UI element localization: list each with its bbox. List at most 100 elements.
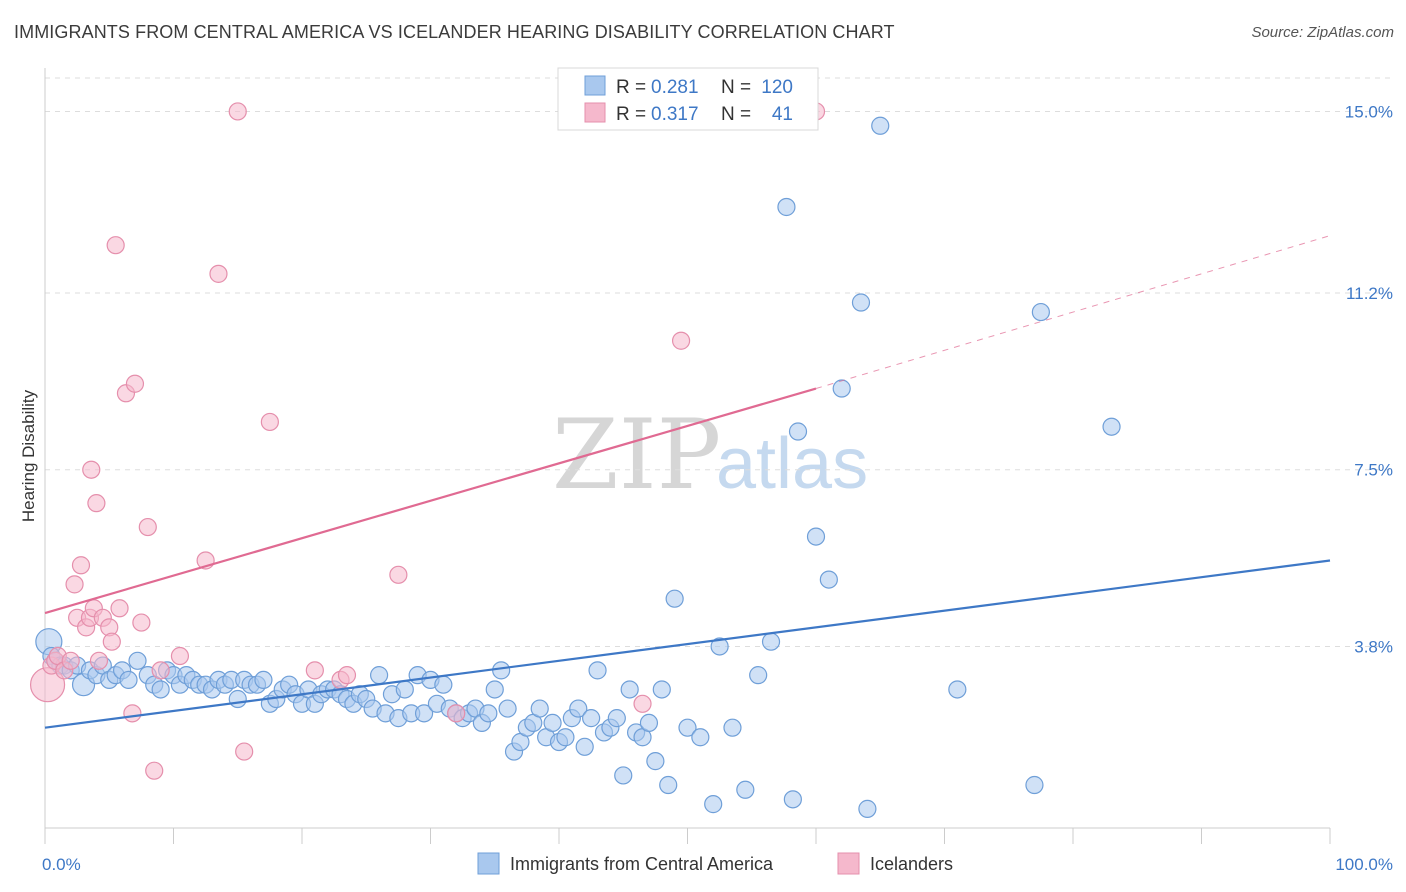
bottom-legend-swatch-blue [477,852,500,875]
pink-point [170,646,190,666]
blue-point [777,197,796,217]
blue-point [678,718,697,737]
pink-point [235,742,254,761]
x-tick-label: 100.0% [1335,855,1393,874]
blue-point [761,632,781,651]
blue-point [479,704,498,723]
legend-n-value-blue: 120 [761,77,793,98]
pink-point [138,517,157,537]
blue-point [832,379,851,398]
blue-point [723,718,742,737]
grid-lines [45,77,1390,647]
pink-point [209,264,228,283]
legend-n-value-pink: 41 [772,104,793,125]
legend-n-label-pink: N = [721,104,751,125]
pink-point [145,761,164,780]
legend-r-value-blue: 0.281 [651,77,699,98]
pink-point [337,666,357,685]
blue-point [556,728,575,747]
blue-point [434,675,453,694]
pink-point [228,102,247,121]
bottom-legend-label-pink: Icelanders [870,854,953,874]
blue-point [543,713,562,733]
pink-point [89,651,109,670]
y-axis-title: Hearing Disability [19,389,38,522]
blue-point [691,728,710,747]
blue-point [788,422,808,441]
pink-point [260,412,279,432]
legend-r-value-pink: 0.317 [651,104,699,125]
watermark-zip: ZIP [552,399,721,511]
y-tick-label: 11.2% [1346,284,1393,303]
blue-point [395,680,414,699]
tick-labels: 3.8% 7.5% 11.2% 15.0% 0.0% 100.0% [42,102,1393,874]
blue-point [819,570,838,589]
pink-point [110,599,129,618]
pink-point [71,556,91,575]
trend-lines [44,235,1331,729]
pink-point [87,494,106,513]
pink-point [82,460,101,479]
blue-point [704,795,723,814]
blue-point [639,713,659,733]
blue-point [569,699,588,718]
pink-trend-line [44,387,817,615]
blue-point [710,637,729,656]
blue-trend-line [44,559,1331,729]
blue-point [254,670,273,690]
blue-point [620,680,639,699]
y-tick-label: 3.8% [1354,637,1393,656]
pink-point [305,661,324,680]
blue-point [128,651,147,670]
legend-swatch-blue [584,75,606,96]
blue-point [806,527,826,546]
blue-point [492,661,511,680]
blue-point [588,661,607,680]
pink-point [125,374,145,393]
pink-point [671,331,691,350]
series-legend: Immigrants from Central America Icelande… [477,852,953,875]
blue-point [749,666,768,685]
blue-point [646,752,665,771]
blue-point [414,704,434,723]
blue-point [652,680,671,699]
blue-point [607,709,626,728]
blue-point [665,589,684,608]
y-tick-label: 15.0% [1345,102,1393,121]
pink-point [65,575,84,594]
pink-point [102,632,121,651]
blue-point [485,680,504,699]
blue-point [1025,775,1044,795]
blue-point [228,689,247,709]
pink-point [61,651,80,670]
blue-point [119,670,138,690]
legend-r-label-pink: R = [616,104,646,125]
pink-point [132,613,151,632]
blue-point [851,293,871,312]
pink-point [151,661,170,680]
blue-point [614,766,633,785]
blue-point [736,780,755,799]
blue-point [370,666,389,685]
blue-point [871,116,890,135]
blue-point [783,790,802,809]
bottom-legend-swatch-pink [837,852,860,875]
blue-point [498,699,517,718]
blue-point [659,775,678,795]
chart-source: Source: ZipAtlas.com [1251,24,1394,41]
series-pink-points [29,102,826,780]
blue-point [575,737,594,756]
pink-point [447,704,466,723]
watermark: ZIP atlas [552,399,868,511]
blue-point [1031,302,1050,322]
pink-point [633,694,652,713]
pink-point [389,565,408,584]
correlation-legend: R = 0.281 N = 120 R = 0.317 N = 41 [557,67,819,131]
blue-point [1102,417,1121,436]
x-tick-label: 0.0% [42,855,81,874]
legend-n-label-blue: N = [721,77,751,98]
pink-point [106,236,125,255]
chart-title: IMMIGRANTS FROM CENTRAL AMERICA VS ICELA… [14,22,895,42]
blue-point [530,699,549,718]
